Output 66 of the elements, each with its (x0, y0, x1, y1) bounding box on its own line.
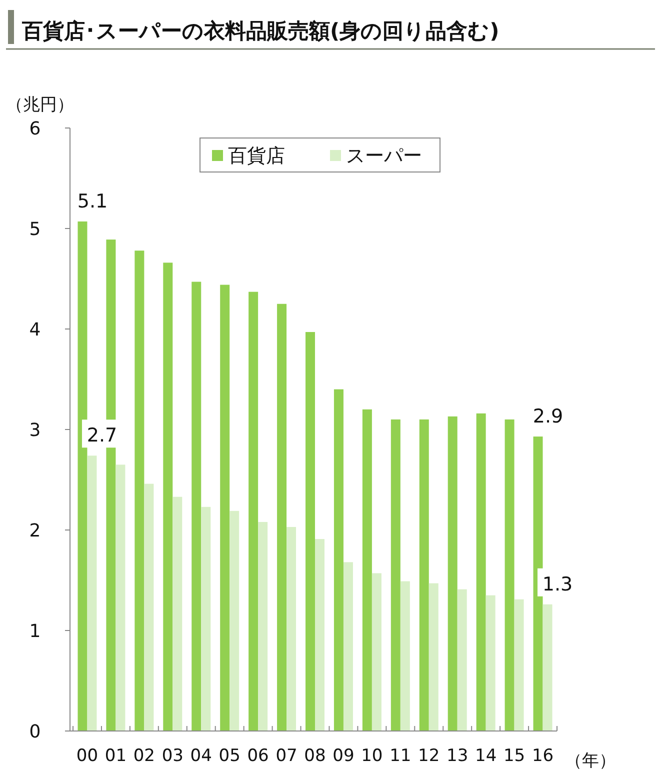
bar (144, 484, 154, 731)
y-axis-title: （兆円） (6, 95, 74, 115)
bar (306, 332, 315, 731)
data-label: 2.9 (532, 406, 564, 428)
bar (134, 250, 144, 731)
bar (362, 409, 372, 731)
bar (277, 304, 287, 731)
chart-title: 百貨店･スーパーの衣料品販売額(身の回り品含む) (21, 19, 500, 43)
bar (400, 581, 410, 731)
bar (78, 221, 88, 731)
x-tick-label: 01 (104, 746, 127, 766)
bar (372, 573, 382, 731)
x-tick-label: 06 (247, 746, 269, 766)
x-tick-label: 03 (162, 746, 184, 766)
bar (514, 599, 524, 731)
bar (201, 506, 211, 731)
bar (230, 510, 240, 731)
bar (116, 464, 126, 731)
bar (192, 282, 202, 731)
bar (334, 389, 344, 731)
bar (533, 436, 543, 731)
bar (448, 416, 458, 731)
legend-label: スーパー (346, 145, 422, 167)
bar (220, 284, 230, 731)
x-tick-label: 04 (190, 746, 212, 766)
y-tick-label: 4 (29, 319, 41, 340)
x-tick-label: 14 (475, 746, 497, 766)
bar (504, 419, 514, 731)
bar (457, 589, 467, 731)
x-tick-label: 08 (304, 746, 326, 766)
y-tick-label: 1 (29, 620, 41, 642)
y-tick-label: 5 (29, 218, 41, 240)
bar (343, 562, 353, 731)
x-tick-label: 05 (218, 746, 240, 766)
x-tick-label: 13 (446, 746, 468, 766)
x-tick-label: 02 (133, 746, 155, 766)
bar (172, 496, 182, 731)
bar (476, 413, 486, 731)
data-label: 5.1 (77, 190, 108, 212)
bar (258, 522, 268, 731)
bar (315, 539, 324, 731)
x-tick-label: 10 (361, 746, 383, 766)
y-tick-label: 3 (29, 420, 41, 441)
bar (419, 419, 429, 731)
bar (390, 419, 400, 731)
y-tick-label: 2 (29, 520, 41, 542)
x-tick-label: 15 (503, 746, 526, 766)
legend-label: 百貨店 (228, 145, 285, 167)
x-tick-label: 09 (332, 746, 354, 766)
y-tick-label: 6 (29, 118, 41, 140)
bar (248, 292, 258, 731)
bar (542, 604, 552, 731)
bar (486, 595, 496, 731)
bar (428, 583, 438, 731)
x-tick-label: 07 (276, 746, 298, 766)
data-label: 2.7 (86, 424, 118, 447)
bar (163, 262, 173, 731)
x-tick-label: 12 (418, 746, 440, 766)
data-label: 1.3 (542, 573, 573, 596)
y-tick-label: 0 (29, 721, 41, 742)
bar (286, 526, 296, 731)
x-tick-label: 16 (532, 746, 554, 766)
x-axis-title: （年） (565, 751, 616, 771)
x-tick-label: 00 (76, 746, 98, 766)
bar (87, 456, 97, 731)
x-tick-label: 11 (390, 746, 412, 766)
